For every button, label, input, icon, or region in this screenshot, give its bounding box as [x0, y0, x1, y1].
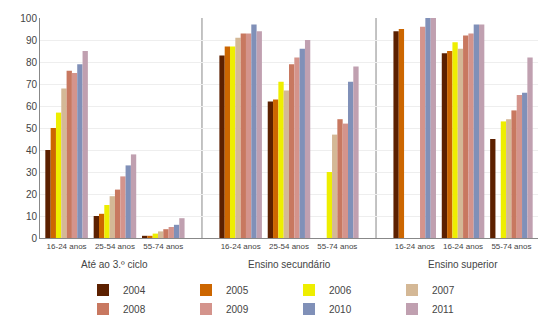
svg-text:55-74 anos: 55-74 anos [143, 242, 183, 251]
svg-text:2010: 2010 [329, 304, 352, 315]
svg-text:40: 40 [26, 145, 38, 156]
svg-text:70: 70 [26, 79, 38, 90]
svg-text:16-24 anos: 16-24 anos [443, 242, 483, 251]
svg-text:2009: 2009 [226, 304, 249, 315]
svg-text:25-54 anos: 25-54 anos [269, 242, 309, 251]
svg-text:2006: 2006 [329, 285, 352, 296]
svg-text:Ensino secundário: Ensino secundário [248, 259, 331, 270]
svg-text:25-54 anos: 25-54 anos [95, 242, 135, 251]
svg-text:Até ao 3.º ciclo: Até ao 3.º ciclo [81, 259, 148, 270]
svg-text:100: 100 [20, 13, 37, 24]
svg-text:16-24 anos: 16-24 anos [47, 242, 87, 251]
svg-text:0: 0 [31, 233, 37, 244]
svg-text:55-74 anos: 55-74 anos [317, 242, 357, 251]
svg-text:Ensino superior: Ensino superior [428, 259, 498, 270]
svg-text:50: 50 [26, 123, 38, 134]
svg-text:10: 10 [26, 211, 38, 222]
svg-text:30: 30 [26, 167, 38, 178]
svg-text:2004: 2004 [123, 285, 146, 296]
svg-text:60: 60 [26, 101, 38, 112]
svg-text:2011: 2011 [432, 304, 454, 315]
svg-text:2005: 2005 [226, 285, 249, 296]
svg-text:55-74 anos: 55-74 anos [491, 242, 531, 251]
svg-text:16-24 anos: 16-24 anos [395, 242, 435, 251]
svg-text:20: 20 [26, 189, 38, 200]
svg-text:80: 80 [26, 57, 38, 68]
svg-text:2007: 2007 [432, 285, 455, 296]
svg-text:2008: 2008 [123, 304, 146, 315]
svg-text:16-24 anos: 16-24 anos [221, 242, 261, 251]
svg-text:90: 90 [26, 35, 38, 46]
